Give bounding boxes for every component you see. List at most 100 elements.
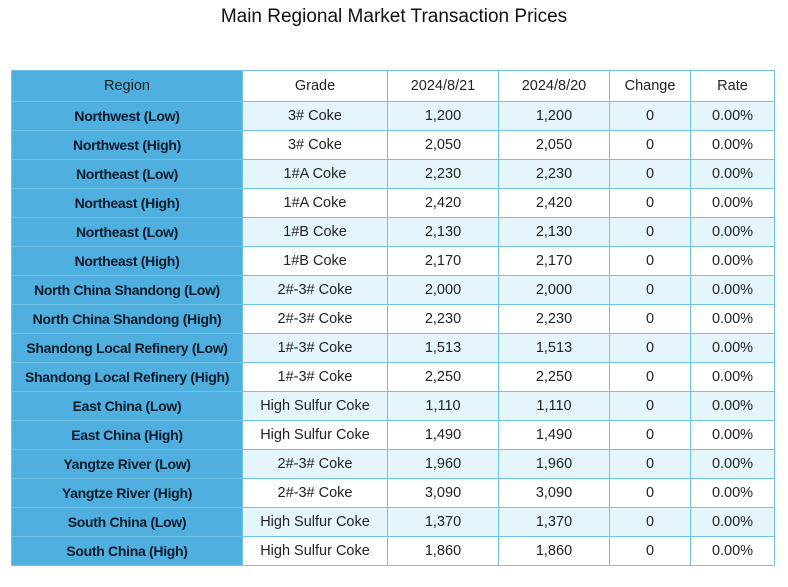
price-previous-cell: 2,420: [498, 188, 610, 218]
change-cell: 0: [609, 130, 691, 160]
price-current-cell: 2,130: [387, 217, 499, 247]
rate-cell: 0.00%: [690, 391, 775, 421]
grade-cell: 2#-3# Coke: [242, 275, 388, 305]
grade-cell: High Sulfur Coke: [242, 420, 388, 450]
grade-cell: 1#B Coke: [242, 246, 388, 276]
table-row: Northeast (High) 1#B Coke 2,170 2,170 0 0.00%: [11, 246, 775, 276]
price-table: Region Grade 2024/8/21 2024/8/20 Change …: [11, 70, 775, 566]
table-row: Northeast (High) 1#A Coke 2,420 2,420 0 0.00%: [11, 188, 775, 218]
rate-cell: 0.00%: [690, 333, 775, 363]
table-header-row: Region Grade 2024/8/21 2024/8/20 Change …: [11, 70, 775, 102]
grade-cell: 1#A Coke: [242, 188, 388, 218]
price-previous-cell: 1,960: [498, 449, 610, 479]
price-current-cell: 2,230: [387, 304, 499, 334]
price-previous-cell: 3,090: [498, 478, 610, 508]
table-row: Shandong Local Refinery (Low) 1#-3# Coke 1…: [11, 333, 775, 363]
price-current-cell: 2,000: [387, 275, 499, 305]
price-previous-cell: 2,170: [498, 246, 610, 276]
region-cell: Northwest (Low): [11, 101, 243, 131]
change-cell: 0: [609, 304, 691, 334]
change-cell: 0: [609, 159, 691, 189]
rate-cell: 0.00%: [690, 159, 775, 189]
price-previous-cell: 2,130: [498, 217, 610, 247]
column-header-change: Change: [609, 70, 691, 102]
table-row: Northwest (High) 3# Coke 2,050 2,050 0 0.00%: [11, 130, 775, 160]
grade-cell: 1#-3# Coke: [242, 362, 388, 392]
grade-cell: 1#B Coke: [242, 217, 388, 247]
rate-cell: 0.00%: [690, 449, 775, 479]
change-cell: 0: [609, 362, 691, 392]
grade-cell: High Sulfur Coke: [242, 391, 388, 421]
column-header-date-2: 2024/8/20: [498, 70, 610, 102]
grade-cell: 3# Coke: [242, 101, 388, 131]
rate-cell: 0.00%: [690, 130, 775, 160]
change-cell: 0: [609, 275, 691, 305]
rate-cell: 0.00%: [690, 507, 775, 537]
table-row: North China Shandong (High) 2#-3# Coke 2,2…: [11, 304, 775, 334]
column-header-grade: Grade: [242, 70, 388, 102]
price-current-cell: 1,960: [387, 449, 499, 479]
region-cell: Northeast (High): [11, 246, 243, 276]
region-cell: Northeast (Low): [11, 159, 243, 189]
rate-cell: 0.00%: [690, 536, 775, 566]
table-row: South China (High) High Sulfur Coke 1,860 1…: [11, 536, 775, 566]
price-previous-cell: 2,050: [498, 130, 610, 160]
change-cell: 0: [609, 420, 691, 450]
grade-cell: High Sulfur Coke: [242, 536, 388, 566]
rate-cell: 0.00%: [690, 478, 775, 508]
price-previous-cell: 1,110: [498, 391, 610, 421]
region-cell: East China (High): [11, 420, 243, 450]
price-current-cell: 1,513: [387, 333, 499, 363]
column-header-region: Region: [11, 70, 243, 102]
table-row: East China (Low) High Sulfur Coke 1,110 1,1…: [11, 391, 775, 421]
region-cell: Northeast (High): [11, 188, 243, 218]
region-cell: North China Shandong (High): [11, 304, 243, 334]
column-header-rate: Rate: [690, 70, 775, 102]
region-cell: Northeast (Low): [11, 217, 243, 247]
grade-cell: 2#-3# Coke: [242, 449, 388, 479]
rate-cell: 0.00%: [690, 362, 775, 392]
price-previous-cell: 2,230: [498, 159, 610, 189]
price-current-cell: 1,490: [387, 420, 499, 450]
price-previous-cell: 2,250: [498, 362, 610, 392]
change-cell: 0: [609, 217, 691, 247]
rate-cell: 0.00%: [690, 246, 775, 276]
change-cell: 0: [609, 333, 691, 363]
grade-cell: 3# Coke: [242, 130, 388, 160]
change-cell: 0: [609, 536, 691, 566]
price-current-cell: 3,090: [387, 478, 499, 508]
price-current-cell: 1,200: [387, 101, 499, 131]
grade-cell: 1#A Coke: [242, 159, 388, 189]
region-cell: North China Shandong (Low): [11, 275, 243, 305]
change-cell: 0: [609, 449, 691, 479]
price-current-cell: 2,230: [387, 159, 499, 189]
table-row: North China Shandong (Low) 2#-3# Coke 2,00…: [11, 275, 775, 305]
grade-cell: High Sulfur Coke: [242, 507, 388, 537]
change-cell: 0: [609, 391, 691, 421]
table-row: Yangtze River (High) 2#-3# Coke 3,090 3,090…: [11, 478, 775, 508]
table-row: South China (Low) High Sulfur Coke 1,370 1,…: [11, 507, 775, 537]
price-previous-cell: 2,000: [498, 275, 610, 305]
grade-cell: 2#-3# Coke: [242, 304, 388, 334]
rate-cell: 0.00%: [690, 304, 775, 334]
change-cell: 0: [609, 188, 691, 218]
region-cell: Yangtze River (Low): [11, 449, 243, 479]
region-cell: Northwest (High): [11, 130, 243, 160]
price-previous-cell: 1,860: [498, 536, 610, 566]
change-cell: 0: [609, 478, 691, 508]
region-cell: East China (Low): [11, 391, 243, 421]
price-current-cell: 2,250: [387, 362, 499, 392]
price-current-cell: 2,170: [387, 246, 499, 276]
rate-cell: 0.00%: [690, 217, 775, 247]
table-row: Yangtze River (Low) 2#-3# Coke 1,960 1,960 0…: [11, 449, 775, 479]
table-row: East China (High) High Sulfur Coke 1,490 1,…: [11, 420, 775, 450]
price-current-cell: 1,370: [387, 507, 499, 537]
price-current-cell: 2,050: [387, 130, 499, 160]
rate-cell: 0.00%: [690, 275, 775, 305]
change-cell: 0: [609, 101, 691, 131]
table-row: Northeast (Low) 1#B Coke 2,130 2,130 0 0.00%: [11, 217, 775, 247]
page-title: Main Regional Market Transaction Prices: [220, 6, 568, 27]
table-row: Northeast (Low) 1#A Coke 2,230 2,230 0 0.00%: [11, 159, 775, 189]
rate-cell: 0.00%: [690, 420, 775, 450]
price-current-cell: 1,110: [387, 391, 499, 421]
